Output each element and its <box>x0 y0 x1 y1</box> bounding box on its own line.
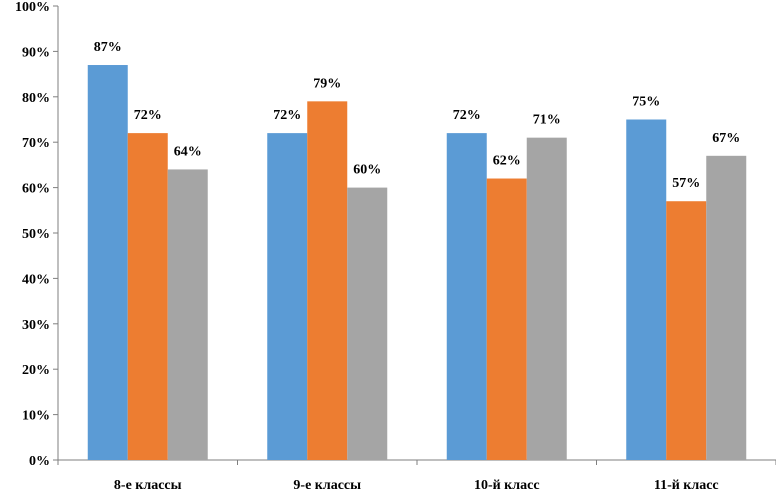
data-label: 72% <box>273 108 301 123</box>
data-label: 67% <box>712 131 740 146</box>
y-tick-label: 70% <box>22 136 50 151</box>
data-label: 71% <box>533 113 561 128</box>
data-labels: 87% 72% 64% 72% 79% 60% 72% 62% 71% 75% 57% 67% <box>94 40 741 191</box>
y-tick-label: 40% <box>22 272 50 287</box>
bar <box>127 133 168 460</box>
x-category-label: 8-е классы <box>114 478 182 493</box>
y-tick-label: 0% <box>29 454 50 469</box>
data-label: 72% <box>134 108 162 123</box>
x-axis-categories: 8-е классы 9-е классы 10-й класс 11-й класс <box>57 460 776 493</box>
bar <box>706 155 747 460</box>
bar <box>666 201 707 460</box>
y-tick-label: 60% <box>22 182 50 197</box>
data-label: 72% <box>453 108 481 123</box>
x-category-label: 9-е классы <box>293 478 361 493</box>
bar <box>626 119 667 460</box>
y-axis-ticks: 0% 10% 20% 30% 40% 50% 60% 70% 80% 90% 100% <box>15 0 58 469</box>
bar <box>307 101 348 460</box>
data-label: 60% <box>353 163 381 178</box>
bar <box>267 133 308 460</box>
x-category-label: 10-й класс <box>474 478 540 493</box>
data-label: 57% <box>672 176 700 191</box>
y-tick-label: 100% <box>15 0 50 15</box>
chart-bars <box>87 65 747 461</box>
bar <box>87 65 128 461</box>
y-tick-label: 30% <box>22 318 50 333</box>
bar <box>167 169 208 460</box>
y-tick-label: 50% <box>22 227 50 242</box>
y-tick-label: 10% <box>22 409 50 424</box>
data-label: 79% <box>313 76 341 91</box>
bar <box>486 178 527 460</box>
y-tick-label: 80% <box>22 91 50 106</box>
bar <box>446 133 487 460</box>
data-label: 62% <box>493 154 521 169</box>
y-tick-label: 90% <box>22 45 50 60</box>
y-tick-label: 20% <box>22 363 50 378</box>
data-label: 75% <box>632 95 660 110</box>
x-category-label: 11-й класс <box>654 478 719 493</box>
data-label: 87% <box>94 40 122 55</box>
bar <box>526 137 567 460</box>
bar <box>347 187 388 460</box>
data-label: 64% <box>174 144 202 159</box>
